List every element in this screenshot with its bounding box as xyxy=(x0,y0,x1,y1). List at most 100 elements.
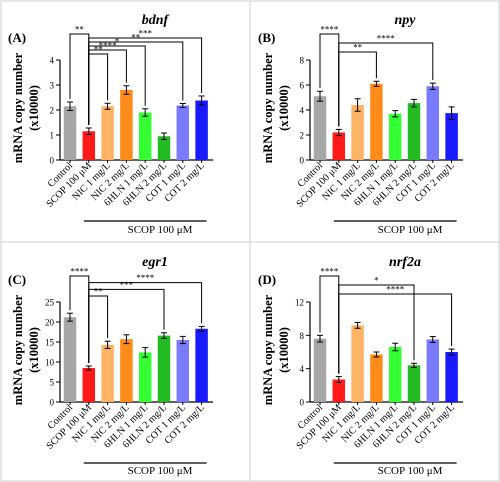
bar-3 xyxy=(120,90,133,160)
significance-label: *** xyxy=(120,280,134,290)
chart-title: egr1 xyxy=(142,255,168,270)
panel-label: (A) xyxy=(8,30,26,45)
bar-3 xyxy=(120,339,133,402)
y-axis-label: mRNA copy number xyxy=(261,52,275,163)
significance-bracket xyxy=(88,45,146,125)
y-tick-label: 4 xyxy=(300,106,305,116)
bar-5 xyxy=(407,103,421,160)
bar-5 xyxy=(407,365,421,402)
bar-0 xyxy=(313,96,327,160)
y-tick-label: 8 xyxy=(300,56,305,66)
y-tick-label: 1 xyxy=(50,131,55,141)
significance-label: ** xyxy=(94,287,104,297)
bar-4 xyxy=(388,113,402,160)
bar-2 xyxy=(351,325,364,402)
bar-2 xyxy=(101,106,114,160)
bar-5 xyxy=(157,335,171,402)
y-axis-label-unit: (x10000) xyxy=(27,85,41,131)
group-label: SCOP 100 μM xyxy=(378,465,443,477)
y-tick-label: 0 xyxy=(50,156,55,166)
bar-7 xyxy=(445,352,458,402)
y-tick-label: 25 xyxy=(45,298,55,308)
bar-1 xyxy=(82,368,96,402)
y-tick-label: 5 xyxy=(50,378,55,388)
bar-6 xyxy=(176,340,190,402)
significance-label: **** xyxy=(99,41,118,51)
bar-1 xyxy=(332,132,346,160)
y-tick-label: 15 xyxy=(45,338,55,348)
bar-0 xyxy=(313,338,327,402)
significance-label: ** xyxy=(131,33,141,43)
panel-label: (D) xyxy=(258,272,276,287)
significance-label: **** xyxy=(136,273,155,283)
chart-title: npy xyxy=(395,13,417,28)
significance-label: **** xyxy=(386,285,405,295)
bar-7 xyxy=(195,100,208,160)
bar-3 xyxy=(370,354,383,402)
bar-6 xyxy=(426,339,440,402)
group-label: SCOP 100 μM xyxy=(128,224,193,236)
significance-label: **** xyxy=(377,34,396,44)
significance-label: * xyxy=(115,37,120,47)
significance-bracket xyxy=(88,53,109,125)
y-tick-label: 12 xyxy=(295,298,304,308)
panel-label: (B) xyxy=(258,30,275,45)
significance-label: ** xyxy=(94,45,104,55)
bar-7 xyxy=(445,113,458,160)
bar-1 xyxy=(332,379,346,402)
y-tick-label: 0 xyxy=(300,398,305,408)
bar-5 xyxy=(157,136,171,160)
panel-d: (D) nrf2a mRNA copy number (x10000) 0 4 8 1… xyxy=(258,255,463,477)
bar-0 xyxy=(63,317,77,402)
bar-4 xyxy=(388,347,402,402)
y-axis-label-unit: (x10000) xyxy=(27,327,41,373)
bar-2 xyxy=(101,344,114,402)
y-axis-label-unit: (x10000) xyxy=(277,85,291,131)
significance-label: **** xyxy=(320,25,339,35)
significance-label: * xyxy=(374,276,379,286)
significance-label: **** xyxy=(70,267,89,277)
bar-6 xyxy=(426,86,440,160)
panel-b: (B) npy mRNA copy number (x10000) 02468C… xyxy=(258,13,463,236)
group-label: SCOP 100 μM xyxy=(378,224,443,236)
y-tick-label: 4 xyxy=(50,56,55,66)
y-tick-label: 0 xyxy=(300,156,305,166)
significance-label: ** xyxy=(353,43,363,53)
bar-2 xyxy=(351,105,364,160)
bar-4 xyxy=(138,352,152,402)
y-tick-label: 6 xyxy=(300,81,305,91)
panel-a: (A) bdnf mRNA copy number (x10000) 0 1 2 3 4… xyxy=(8,13,213,236)
bar-0 xyxy=(63,106,77,160)
significance-label: *** xyxy=(138,29,152,39)
chart-title: nrf2a xyxy=(389,255,421,270)
significance-bracket xyxy=(338,51,377,127)
significance-label: ** xyxy=(75,25,85,35)
significance-bracket xyxy=(88,295,109,363)
y-axis-label: mRNA copy number xyxy=(11,294,25,405)
panel-c: (C) egr1 mRNA copy number (x10000) 0 5 10 1… xyxy=(8,255,213,477)
chart-title: bdnf xyxy=(142,13,170,28)
y-axis-label: mRNA copy number xyxy=(261,294,275,405)
y-tick-label: 8 xyxy=(300,331,305,341)
significance-label: **** xyxy=(320,267,339,277)
group-label: SCOP 100 μM xyxy=(128,465,193,477)
y-tick-label: 20 xyxy=(45,318,55,328)
bar-1 xyxy=(82,131,96,160)
significance-bracket xyxy=(338,293,453,374)
y-axis-label: mRNA copy number xyxy=(11,52,25,163)
bar-3 xyxy=(370,83,383,160)
bar-6 xyxy=(176,105,190,160)
y-tick-label: 2 xyxy=(50,106,55,116)
bar-7 xyxy=(195,328,208,402)
y-tick-label: 4 xyxy=(300,364,305,374)
y-tick-label: 3 xyxy=(50,81,55,91)
panel-label: (C) xyxy=(8,272,26,287)
y-tick-label: 10 xyxy=(45,358,55,368)
bar-4 xyxy=(138,112,152,160)
y-tick-label: 0 xyxy=(50,398,55,408)
